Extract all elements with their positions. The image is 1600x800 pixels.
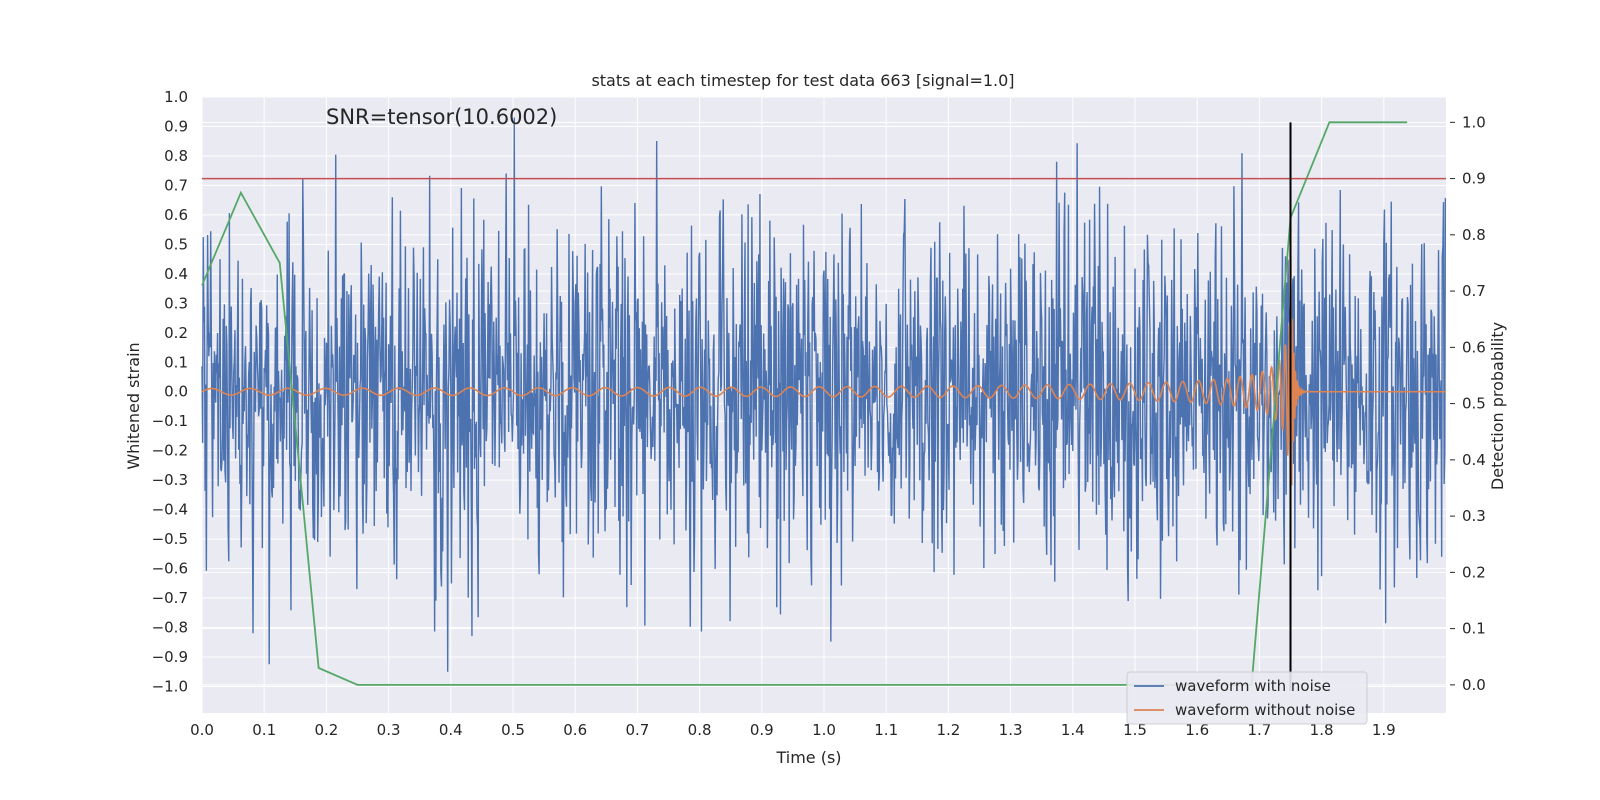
y-tick-label: −0.6 [152, 560, 188, 578]
series-detection-probability [201, 121, 1408, 686]
x-tick-label: 1.1 [874, 721, 898, 739]
y-tick-label: 0.9 [164, 117, 188, 135]
x-tick-label: 1.5 [1123, 721, 1147, 739]
x-tick-label: 1.9 [1372, 721, 1396, 739]
x-tick-label: 1.6 [1185, 721, 1209, 739]
y2-axis-ticks: 1.0 0.9 0.8 0.7 0.6 0.5 0.4 0.3 0.2 0.1 0.0 [1450, 113, 1486, 694]
y2-tick-label: 0.2 [1462, 563, 1486, 581]
y-axis-label: Whitened strain [124, 342, 143, 469]
clean-waveform-line [201, 255, 1446, 486]
x-tick-label: 0.6 [563, 721, 587, 739]
x-tick-label: 0.5 [501, 721, 525, 739]
y-tick-label: −0.7 [152, 589, 188, 607]
x-tick-label: 1.7 [1247, 721, 1271, 739]
legend-box [1126, 671, 1368, 725]
y2-axis-label: Detection probability [1488, 322, 1507, 490]
x-axis-ticks: 0.0 0.1 0.2 0.3 0.4 0.5 0.6 0.7 0.8 0.9 1.0 1.1 1.2 1… [190, 721, 1396, 739]
x-tick-label: 0.0 [190, 721, 214, 739]
x-tick-label: 1.8 [1310, 721, 1334, 739]
legend: waveform with noise waveform without noi… [1126, 671, 1368, 725]
x-tick-label: 1.2 [936, 721, 960, 739]
x-tick-label: 0.9 [750, 721, 774, 739]
y-tick-label: 0.5 [164, 235, 188, 253]
x-tick-label: 0.1 [252, 721, 276, 739]
y2-tick-label: 0.9 [1462, 170, 1486, 188]
y-tick-label: 0.0 [164, 383, 188, 401]
y-tick-label: 0.2 [164, 324, 188, 342]
y2-tick-label: 0.5 [1462, 395, 1486, 413]
x-tick-label: 0.2 [314, 721, 338, 739]
y-tick-label: −0.1 [152, 412, 188, 430]
chart-title: stats at each timestep for test data 663… [591, 71, 1014, 90]
y-tick-label: 0.3 [164, 294, 188, 312]
legend-label-clean: waveform without noise [1175, 701, 1355, 719]
x-tick-label: 1.3 [999, 721, 1023, 739]
x-tick-label: 1.4 [1061, 721, 1085, 739]
noise-waveform-line [201, 117, 1447, 672]
y-tick-label: 0.4 [164, 265, 188, 283]
detection-probability-line [201, 121, 1408, 686]
x-tick-label: 0.8 [688, 721, 712, 739]
y-tick-label: −1.0 [152, 677, 188, 695]
x-axis-label: Time (s) [775, 748, 841, 767]
y-tick-label: −0.8 [152, 619, 188, 637]
y2-tick-label: 0.8 [1462, 226, 1486, 244]
series-waveform-with-noise [201, 117, 1447, 672]
y-tick-label: 0.7 [164, 176, 188, 194]
y2-tick-label: 0.7 [1462, 282, 1486, 300]
y-tick-label: −0.4 [152, 501, 188, 519]
y-tick-label: −0.2 [152, 442, 188, 460]
y-tick-label: −0.5 [152, 530, 188, 548]
x-tick-label: 0.4 [439, 721, 463, 739]
x-tick-label: 0.7 [625, 721, 649, 739]
y-axis-ticks: 1.0 0.9 0.8 0.7 0.6 0.5 0.4 0.3 0.2 0.1 0.0 −0.1 −0.… [152, 88, 188, 695]
legend-label-noise: waveform with noise [1175, 677, 1331, 695]
y2-tick-label: 0.0 [1462, 676, 1486, 694]
y2-tick-label: 0.1 [1462, 620, 1486, 638]
y2-tick-label: 1.0 [1462, 113, 1486, 131]
y-tick-label: 0.8 [164, 147, 188, 165]
y-tick-label: 1.0 [164, 88, 188, 106]
series-waveform-without-noise [201, 255, 1446, 486]
x-tick-label: 1.0 [812, 721, 836, 739]
y-tick-label: −0.3 [152, 471, 188, 489]
y-tick-label: 0.6 [164, 206, 188, 224]
y2-tick-label: 0.6 [1462, 338, 1486, 356]
y-tick-label: 0.1 [164, 353, 188, 371]
snr-annotation: SNR=tensor(10.6002) [326, 105, 557, 129]
y2-tick-label: 0.3 [1462, 507, 1486, 525]
y-tick-label: −0.9 [152, 648, 188, 666]
y2-tick-label: 0.4 [1462, 451, 1486, 469]
x-tick-label: 0.3 [377, 721, 401, 739]
